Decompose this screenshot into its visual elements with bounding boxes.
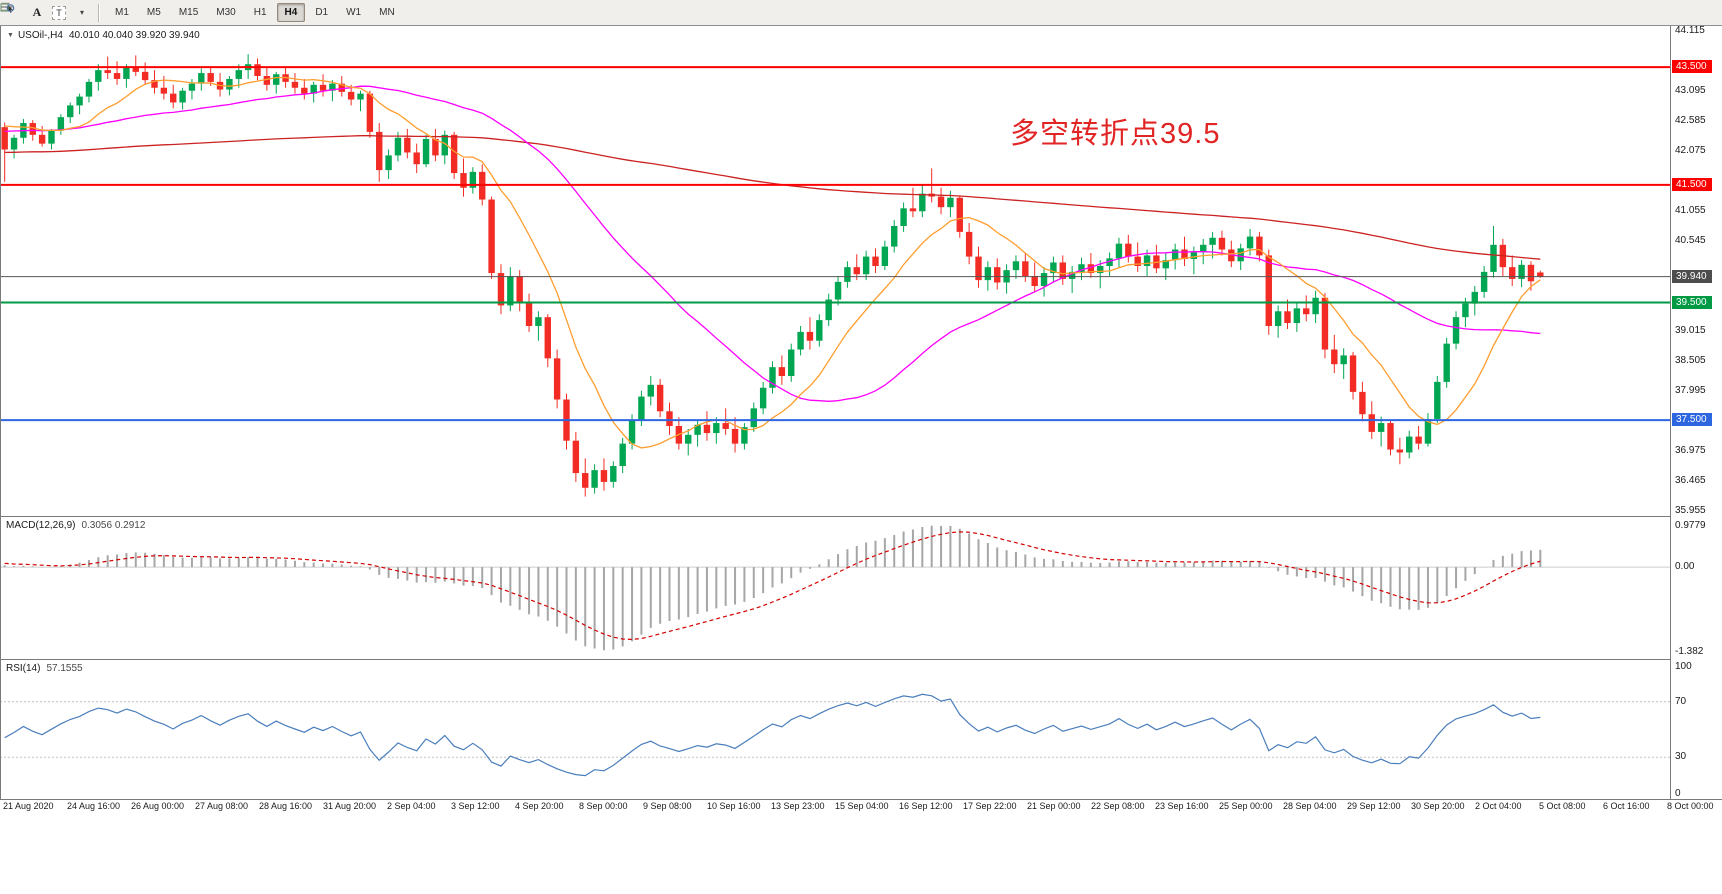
macd-axis-label: 0.9779 [1675,520,1706,531]
chart-left-border [0,26,1,799]
time-axis-label: 21 Sep 00:00 [1027,801,1081,811]
price-tick-label: 42.075 [1675,145,1706,156]
macd-axis-label: 0.00 [1675,561,1695,573]
macd-readout: MACD(12,26,9) 0.3056 0.2912 [6,520,145,531]
candlestick-chart[interactable] [0,26,1670,516]
price-line-badge: 41.500 [1672,177,1712,191]
timeframe-m30[interactable]: M30 [208,3,243,22]
price-tick-label: 42.585 [1675,115,1706,126]
time-axis-label: 28 Sep 04:00 [1283,801,1337,811]
price-axis-border [1670,26,1671,799]
chart-annotation: 多空转折点39.5 [1010,118,1221,150]
macd-values: 0.3056 0.2912 [81,520,146,531]
time-axis-label: 23 Sep 16:00 [1155,801,1209,811]
candles-layer [1,54,1544,497]
panel-separator[interactable] [0,659,1722,660]
time-axis-label: 17 Sep 22:00 [963,801,1017,811]
rsi-axis-label: 70 [1675,695,1687,707]
time-axis-label: 2 Sep 04:00 [387,801,436,811]
time-axis-label: 24 Aug 16:00 [67,801,121,811]
price-tick-label: 44.115 [1675,25,1705,36]
price-tick-label: 40.545 [1675,235,1706,246]
text-label-tool-button[interactable]: A [27,3,47,23]
macd-name: MACD(12,26,9) [6,520,76,531]
ohlc-values: 40.010 40.040 39.920 39.940 [68,30,200,41]
text-box-tool-button[interactable]: T [49,3,69,23]
price-tick-label: 43.095 [1675,85,1706,96]
moving-averages-layer [4,76,1541,449]
time-axis-label: 6 Oct 16:00 [1603,801,1650,811]
macd-chart[interactable] [0,517,1670,659]
time-axis-label: 25 Sep 00:00 [1219,801,1273,811]
time-axis-label: 28 Aug 16:00 [259,801,313,811]
dropdown-caret-icon: ▾ [79,8,84,17]
timeframe-m1[interactable]: M1 [107,3,137,22]
time-axis-label: 5 Oct 08:00 [1539,801,1586,811]
price-tick-label: 37.995 [1675,385,1706,396]
text-box-icon: T [52,5,66,20]
symbol-ohlc-readout: ▼ USOil-,H4 40.010 40.040 39.920 39.940 [7,30,200,41]
time-axis-label: 3 Sep 12:00 [451,801,500,811]
chart-menu-triangle-icon[interactable]: ▼ [7,32,14,39]
timeframe-w1[interactable]: W1 [338,3,369,22]
time-axis-label: 21 Aug 2020 [3,801,54,811]
time-axis-label: 29 Sep 12:00 [1347,801,1401,811]
price-axis[interactable]: 44.115 43.095 42.585 42.075 41.055 40.545 39.0… [1671,25,1722,799]
price-tick-label: 39.015 [1675,325,1706,336]
rsi-chart[interactable] [0,660,1670,799]
symbol-label: USOil-,H4 [17,30,63,41]
price-tick-label: 38.505 [1675,355,1706,366]
time-axis-label: 22 Sep 08:00 [1091,801,1145,811]
price-line-badge: 39.500 [1672,295,1712,309]
objects-tool-button[interactable]: ▾ [0,3,91,23]
rsi-axis-label: 30 [1675,751,1687,763]
price-line-badge: 43.500 [1672,60,1712,74]
time-axis-label: 2 Oct 04:00 [1475,801,1522,811]
time-axis-label: 31 Aug 20:00 [323,801,377,811]
rsi-indicator-panel[interactable]: RSI(14) 57.1555 [0,660,1670,799]
rsi-readout: RSI(14) 57.1555 [6,663,83,674]
time-axis-label: 16 Sep 12:00 [899,801,953,811]
time-axis-label: 30 Sep 20:00 [1411,801,1465,811]
time-axis-label: 13 Sep 23:00 [771,801,825,811]
panel-separator[interactable] [0,516,1722,517]
time-axis-label: 27 Aug 08:00 [195,801,249,811]
panel-separator[interactable] [0,799,1722,800]
chart-toolbar: A T ▾ M1 M5 M15 M30 H1 H4 D1 W1 MN [0,0,1722,26]
horizontal-lines-layer [0,66,1670,422]
macd-axis-label: -1.382 [1675,646,1704,657]
rsi-name: RSI(14) [6,663,41,674]
timeframe-m15[interactable]: M15 [171,3,206,22]
current-price-badge: 39.940 [1672,269,1712,283]
timeframe-mn[interactable]: MN [371,3,403,22]
price-tick-label: 36.465 [1675,475,1706,486]
timeframe-d1[interactable]: D1 [307,3,336,22]
timeframe-h4[interactable]: H4 [276,3,306,22]
time-axis-label: 9 Sep 08:00 [643,801,692,811]
price-tick-label: 36.975 [1675,445,1706,456]
rsi-axis-label: 0 [1675,788,1681,799]
timeframe-m5[interactable]: M5 [139,3,169,22]
price-line-badge: 37.500 [1672,413,1712,427]
price-tick-label: 41.055 [1675,205,1706,216]
time-axis-label: 8 Oct 00:00 [1667,801,1714,811]
macd-indicator-panel[interactable]: MACD(12,26,9) 0.3056 0.2912 [0,517,1670,659]
toolbar-separator [98,3,100,22]
timeframe-h1[interactable]: H1 [246,3,275,22]
rsi-value: 57.1555 [46,663,83,674]
time-axis-label: 15 Sep 04:00 [835,801,889,811]
macd-histogram-layer [3,525,1542,651]
rsi-axis-label: 100 [1675,661,1692,672]
time-axis-label: 10 Sep 16:00 [707,801,761,811]
price-tick-label: 35.955 [1675,505,1706,516]
price-chart-panel[interactable]: ▼ USOil-,H4 40.010 40.040 39.920 39.940 多空… [0,26,1670,516]
time-axis[interactable]: 21 Aug 2020 24 Aug 16:00 26 Aug 00:00 27 Au… [0,800,1722,814]
time-axis-label: 26 Aug 00:00 [131,801,185,811]
time-axis-label: 8 Sep 00:00 [579,801,628,811]
timeframe-group: M1 M5 M15 M30 H1 H4 D1 W1 MN [106,3,404,22]
time-axis-label: 4 Sep 20:00 [515,801,564,811]
